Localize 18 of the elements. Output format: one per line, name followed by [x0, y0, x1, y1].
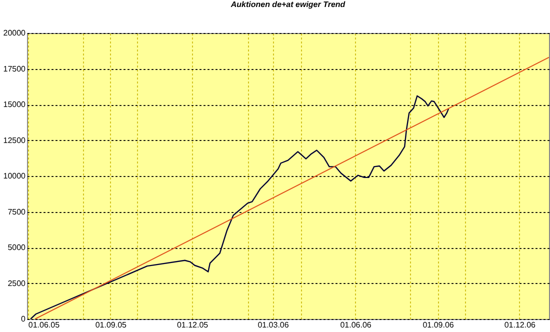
x-tick-label: 01.12.06	[504, 320, 536, 330]
x-tick-label: 01.03.06	[258, 320, 290, 330]
line-series	[30, 95, 450, 319]
x-tick-label: 01.12.05	[176, 320, 209, 330]
x-tick-label: 01.06.05	[28, 320, 60, 330]
y-tick-label: 15000	[3, 100, 26, 109]
y-tick-label: 0	[21, 314, 26, 324]
y-tick-label: 12500	[3, 136, 26, 145]
x-tick-label: 01.09.06	[422, 320, 454, 330]
x-tick-label: 01.06.06	[340, 320, 372, 330]
x-tick-label: 01.09.05	[95, 320, 128, 330]
y-tick-label: 7500	[8, 207, 26, 216]
chart-title: Auktionen de+at ewiger Trend	[230, 0, 346, 9]
y-tick-label: 10000	[3, 172, 26, 180]
y-tick-label: 5000	[8, 243, 26, 252]
y-tick-label: 17500	[3, 64, 26, 74]
y-tick-label: 2500	[8, 278, 26, 288]
y-tick-label: 20000	[3, 28, 26, 38]
